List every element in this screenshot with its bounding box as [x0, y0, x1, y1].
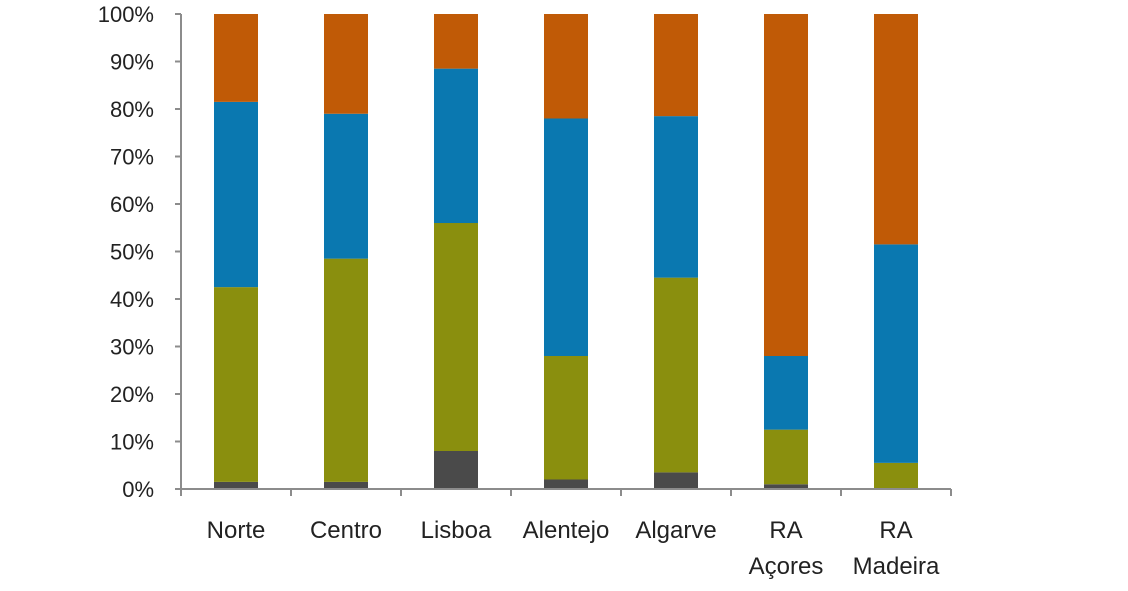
- category-label: Centro: [310, 517, 382, 544]
- bar-segment: [764, 429, 808, 485]
- bar-segment: [764, 484, 808, 489]
- category-label: RA: [769, 517, 802, 544]
- y-tick-label: 100%: [98, 2, 154, 27]
- bar-segment: [434, 68, 478, 224]
- y-tick-label: 10%: [110, 430, 154, 455]
- bar-segment: [214, 287, 258, 482]
- y-tick-label: 80%: [110, 97, 154, 122]
- category-label: Madeira: [853, 553, 940, 580]
- category-label: Norte: [207, 517, 266, 544]
- y-tick-label: 30%: [110, 335, 154, 360]
- y-tick-label: 70%: [110, 145, 154, 170]
- bar-segment: [324, 258, 368, 482]
- bar-segment: [434, 451, 478, 489]
- bar-segment: [764, 14, 808, 356]
- y-tick-label: 60%: [110, 192, 154, 217]
- y-tick-label: 0%: [122, 477, 154, 502]
- category-label: Açores: [749, 553, 824, 580]
- bar-segment: [544, 14, 588, 119]
- bar-segment: [214, 101, 258, 288]
- bar-segment: [874, 244, 918, 463]
- bar-segment: [764, 356, 808, 430]
- bar-segment: [214, 14, 258, 102]
- bar-segment: [324, 14, 368, 114]
- bar-segment: [654, 14, 698, 117]
- bar-segment: [544, 118, 588, 356]
- category-label: Algarve: [635, 517, 716, 544]
- bar-segment: [324, 481, 368, 490]
- bar-segment: [654, 277, 698, 473]
- bar-segment: [324, 113, 368, 259]
- y-tick-label: 50%: [110, 240, 154, 265]
- axes-layer: [175, 13, 952, 496]
- category-label: Alentejo: [523, 517, 610, 544]
- bar-segment: [214, 481, 258, 490]
- category-label: RA: [879, 517, 912, 544]
- y-tick-label: 20%: [110, 382, 154, 407]
- labels-layer: 0% 10% 20% 30% 40% 50% 60% 70% 80% 90% 100% Norte Ce…: [98, 2, 940, 580]
- category-label: Lisboa: [421, 517, 492, 544]
- y-tick-label: 90%: [110, 50, 154, 75]
- bars-layer: [214, 14, 918, 490]
- bar-segment: [874, 462, 918, 490]
- bar-segment: [434, 14, 478, 69]
- bar-segment: [544, 479, 588, 489]
- bar-segment: [654, 472, 698, 490]
- bar-segment: [544, 356, 588, 480]
- bar-segment: [434, 223, 478, 451]
- y-tick-label: 40%: [110, 287, 154, 312]
- bar-segment: [654, 116, 698, 278]
- bar-segment: [874, 14, 918, 245]
